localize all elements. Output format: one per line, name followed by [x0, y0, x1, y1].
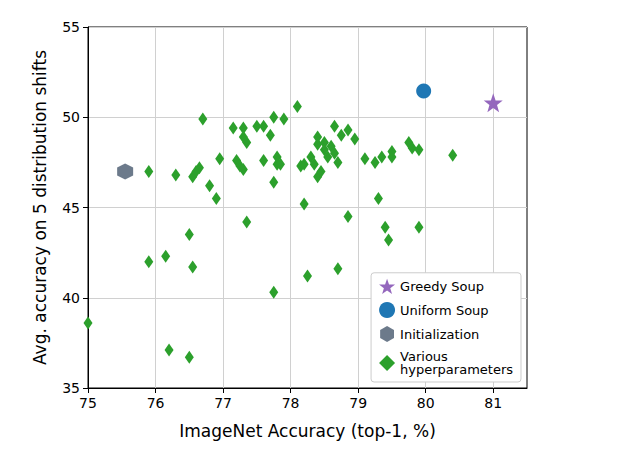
svg-text:Various: Various — [400, 349, 448, 364]
svg-text:Uniform Soup: Uniform Soup — [400, 303, 489, 318]
svg-text:40: 40 — [62, 290, 80, 306]
svg-text:78: 78 — [282, 395, 300, 411]
svg-text:Avg. accuracy on 5 distributio: Avg. accuracy on 5 distribution shifts — [30, 50, 50, 365]
svg-text:77: 77 — [214, 395, 232, 411]
svg-text:hyperparameters: hyperparameters — [400, 362, 513, 377]
svg-text:55: 55 — [62, 19, 80, 35]
svg-text:50: 50 — [62, 109, 80, 125]
svg-text:76: 76 — [147, 395, 165, 411]
svg-text:Greedy Soup: Greedy Soup — [400, 279, 484, 294]
svg-text:81: 81 — [484, 395, 502, 411]
svg-text:45: 45 — [62, 200, 80, 216]
svg-text:35: 35 — [62, 380, 80, 396]
svg-text:Initialization: Initialization — [400, 327, 479, 342]
svg-text:75: 75 — [79, 395, 97, 411]
svg-text:80: 80 — [417, 395, 435, 411]
svg-text:ImageNet Accuracy (top-1, %): ImageNet Accuracy (top-1, %) — [179, 421, 436, 441]
svg-text:79: 79 — [349, 395, 367, 411]
